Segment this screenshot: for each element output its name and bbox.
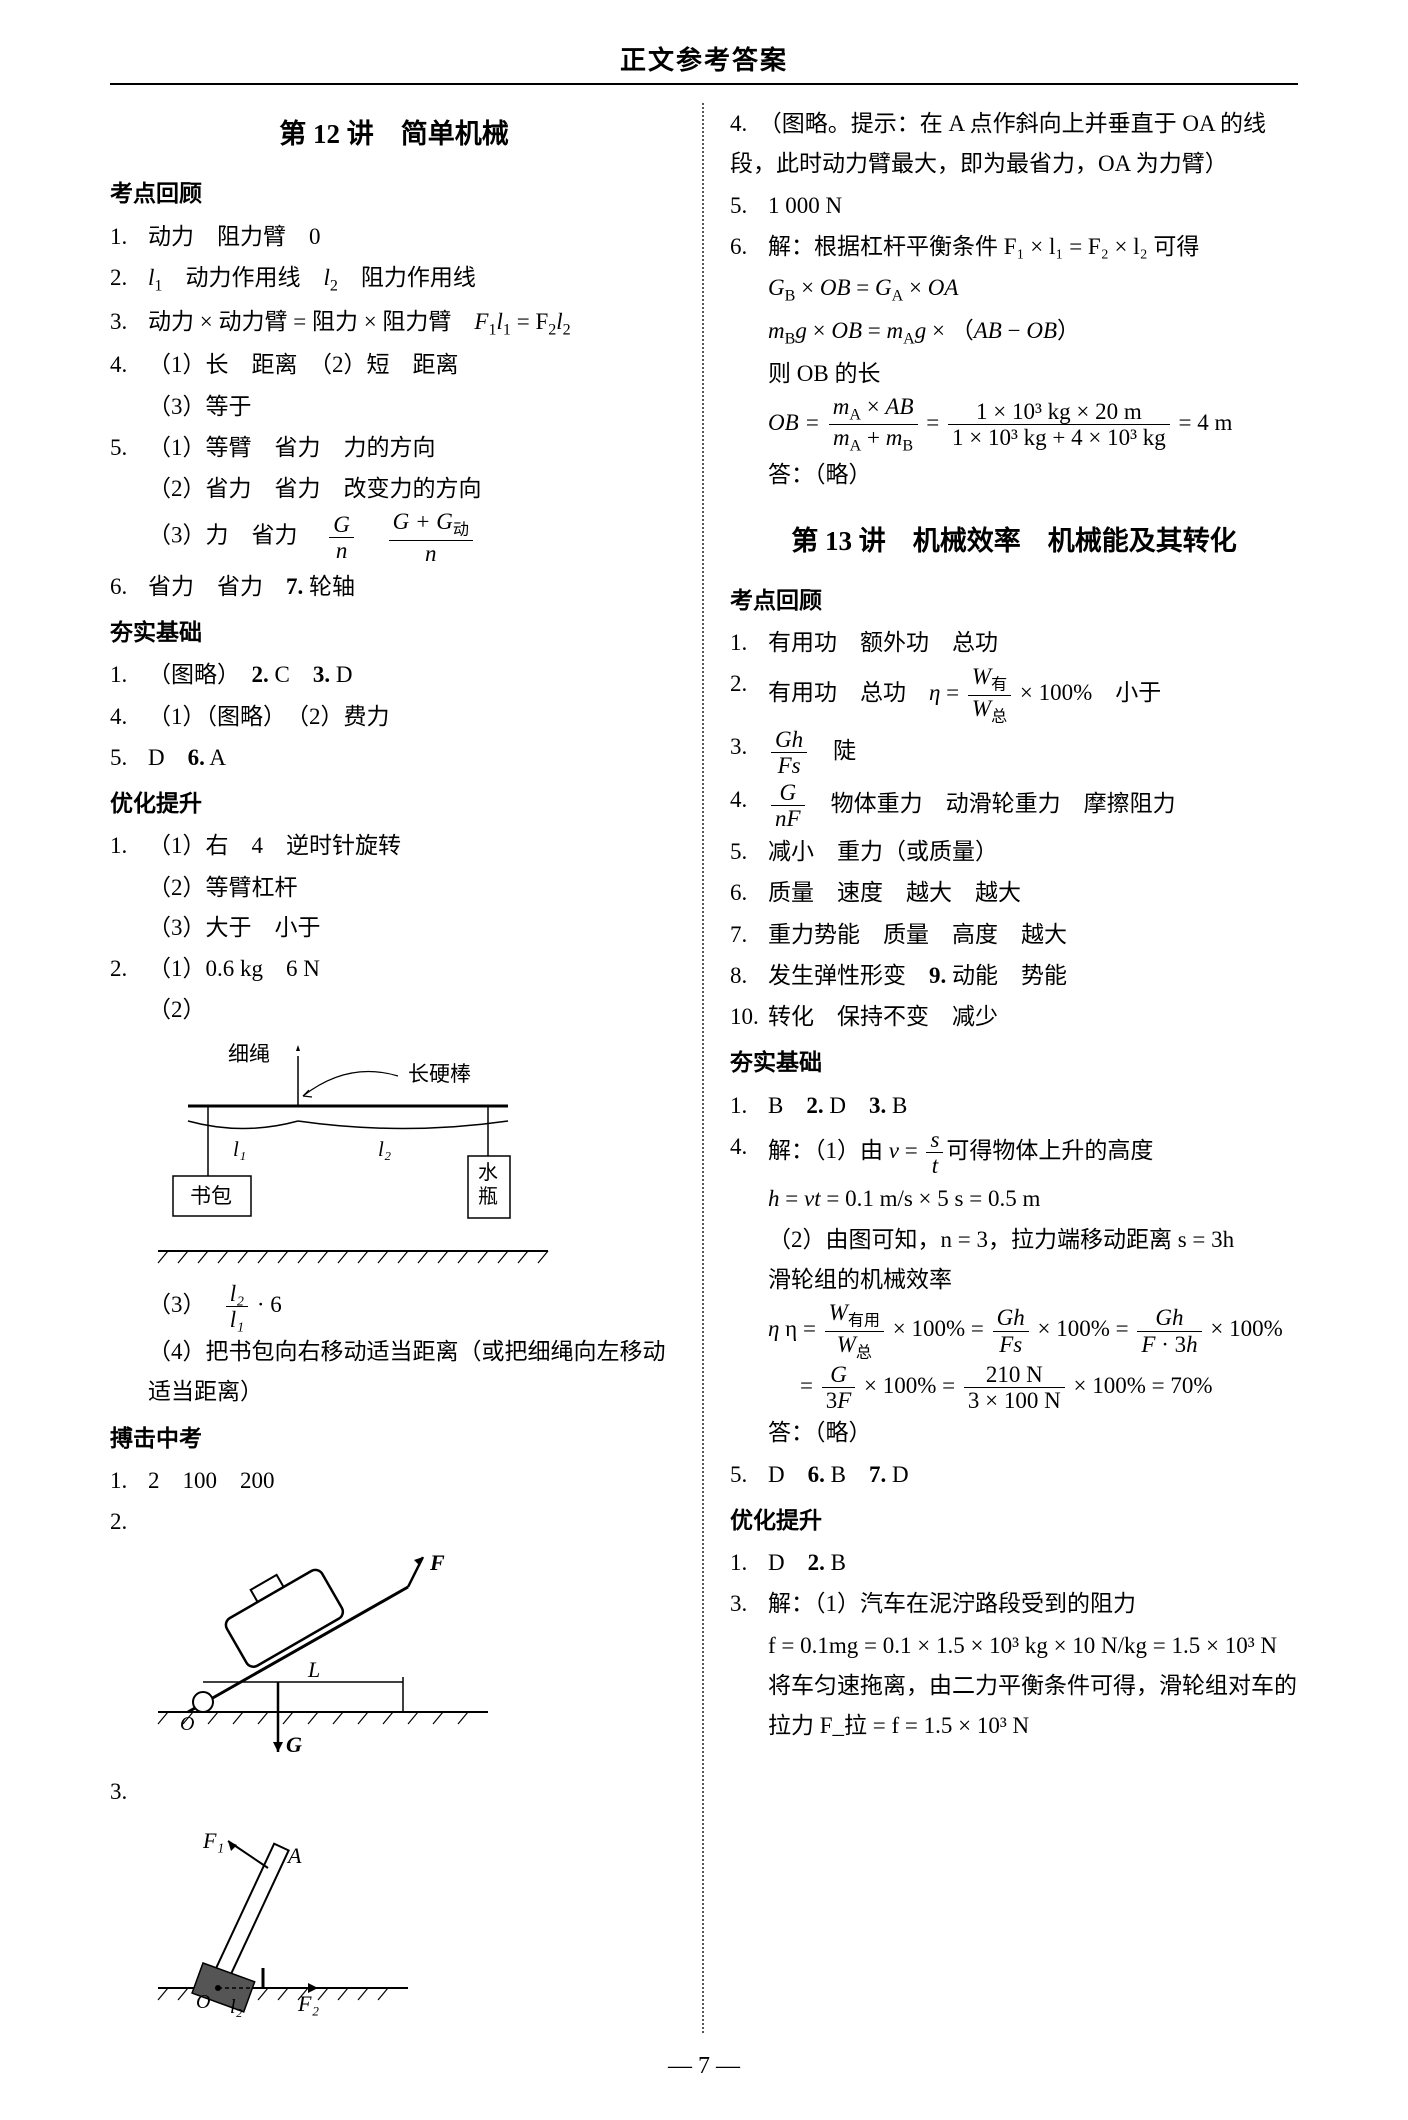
label-L: L bbox=[307, 1657, 320, 1682]
b-row4: 4.（1）（图略） （2）费力 bbox=[110, 697, 678, 737]
sec-hangshi: 夯实基础 bbox=[110, 613, 678, 653]
row-6-7: 6.省力 省力 7. 轮轴 bbox=[110, 567, 678, 607]
b-row5: 5.D 6. A bbox=[110, 738, 678, 778]
header-rule bbox=[110, 83, 1298, 85]
o-row2a: 2.（1）0.6 kg 6 N bbox=[110, 949, 678, 989]
row-5b: （2）省力 省力 改变力的方向 bbox=[110, 469, 678, 509]
label-F: F bbox=[429, 1552, 445, 1575]
label-bag: 书包 bbox=[190, 1184, 232, 1208]
label-l1: l₁ bbox=[233, 1137, 246, 1161]
o-row1c: （3）大于 小于 bbox=[110, 908, 678, 948]
o-row2b: （2） bbox=[110, 990, 678, 1030]
figure-2: L F G O bbox=[148, 1552, 678, 1762]
label-bottle-2: 瓶 bbox=[478, 1185, 498, 1208]
r-sec-hangshi: 夯实基础 bbox=[730, 1043, 1298, 1083]
label-l2-3: l₂ bbox=[230, 1996, 243, 2018]
o-row2d: （4）把书包向右移动适当距离（或把细绳向左移动适当距离） bbox=[110, 1332, 678, 1413]
chapter-12-title: 第 12 讲 简单机械 bbox=[110, 111, 678, 158]
t-row3: 3. bbox=[110, 1772, 678, 1812]
sec-youhua: 优化提升 bbox=[110, 784, 678, 824]
k1: 1.有用功 额外功 总功 bbox=[730, 623, 1298, 663]
t-row2: 2. bbox=[110, 1502, 678, 1542]
r6a: 6.解：根据杠杆平衡条件 F₁ × l₁ = F₂ × l₂ 可得 bbox=[730, 227, 1298, 267]
h4d: （2）由图可知，n = 3，拉力端移动距离 s = 3h bbox=[730, 1220, 1298, 1260]
label-A: A bbox=[286, 1843, 302, 1868]
figure-3: F₁ A O l₂ F₂ bbox=[148, 1823, 678, 2023]
r6f: 答：（略） bbox=[730, 455, 1298, 495]
page-header: 正文参考答案 bbox=[110, 40, 1298, 83]
k4: 4.GnF 物体重力 动滑轮重力 摩擦阻力 bbox=[730, 780, 1298, 832]
h4g: = G3F × 100% = 210 N3 × 100 N × 100% = 7… bbox=[730, 1362, 1298, 1414]
r4: 4. （图略。提示：在 A 点作斜向上并垂直于 OA 的线段，此时动力臂最大，即… bbox=[730, 104, 1298, 185]
two-column-layout: 第 12 讲 简单机械 考点回顾 1.动力 阻力臂 0 2.l1 动力作用线 l… bbox=[110, 103, 1298, 2033]
left-column: 第 12 讲 简单机械 考点回顾 1.动力 阻力臂 0 2.l1 动力作用线 l… bbox=[110, 103, 698, 2033]
y12: 1.D 2. B bbox=[730, 1543, 1298, 1583]
row-2: 2.l1 动力作用线 l2 阻力作用线 bbox=[110, 258, 678, 301]
label-O3: O bbox=[196, 1991, 210, 2013]
k7: 7.重力势能 质量 高度 越大 bbox=[730, 915, 1298, 955]
h4c: h = vt = 0.1 m/s × 5 s = 0.5 m bbox=[730, 1179, 1298, 1219]
k6: 6.质量 速度 越大 越大 bbox=[730, 873, 1298, 913]
lever-diagram: 细绳 长硬棒 l₁ l₂ 书包 bbox=[148, 1041, 678, 1271]
y3c: 将车匀速拖离，由二力平衡条件可得，滑轮组对车的拉力 F_拉 = f = 1.5 … bbox=[730, 1666, 1298, 1747]
k3: 3.GhFs 陡 bbox=[730, 727, 1298, 779]
h4f: η η = W有用W总 × 100% = GhFs × 100% = GhF ·… bbox=[730, 1300, 1298, 1362]
sec-boji: 搏击中考 bbox=[110, 1419, 678, 1459]
label-G: G bbox=[286, 1732, 302, 1757]
chapter-13-title: 第 13 讲 机械效率 机械能及其转化 bbox=[730, 518, 1298, 565]
h4a: 4.解：（1）由 v = st可得物体上升的高度 bbox=[730, 1127, 1298, 1179]
o-row1a: 1.（1）右 4 逆时针旋转 bbox=[110, 826, 678, 866]
row-4b: （3）等于 bbox=[110, 387, 678, 427]
r6c: mBg × OB = mAg × （AB − OB） bbox=[730, 311, 1298, 354]
label-rod: 长硬棒 bbox=[408, 1062, 471, 1086]
y3b: f = 0.1mg = 0.1 × 1.5 × 10³ kg × 10 N/kg… bbox=[730, 1626, 1298, 1666]
k10: 10.转化 保持不变 减少 bbox=[730, 997, 1298, 1037]
b-row1: 1.（图略） 2. C 3. D bbox=[110, 655, 678, 695]
r6b: GB × OB = GA × OA bbox=[730, 268, 1298, 311]
column-divider bbox=[702, 103, 704, 2033]
o-row1b: （2）等臂杠杆 bbox=[110, 868, 678, 908]
h4h: 答：（略） bbox=[730, 1413, 1298, 1453]
h1: 1.B 2. D 3. B bbox=[730, 1086, 1298, 1126]
row-5c: （3）力 省力 Gn G + G动n bbox=[110, 509, 678, 566]
row-3: 3.动力 × 动力臂 = 阻力 × 阻力臂 F1l1 = F2l2 bbox=[110, 302, 678, 345]
h567: 5.D 6. B 7. D bbox=[730, 1455, 1298, 1495]
r-sec-kaodian: 考点回顾 bbox=[730, 581, 1298, 621]
r5: 5.1 000 N bbox=[730, 186, 1298, 226]
row-5a: 5.（1）等臂 省力 力的方向 bbox=[110, 428, 678, 468]
label-F2: F₂ bbox=[297, 1991, 319, 2016]
y3a: 3.解：（1）汽车在泥泞路段受到的阻力 bbox=[730, 1584, 1298, 1624]
h4e: 滑轮组的机械效率 bbox=[730, 1260, 1298, 1300]
r6d: 则 OB 的长 bbox=[730, 354, 1298, 394]
row-1: 1.动力 阻力臂 0 bbox=[110, 217, 678, 257]
o-row2c: （3） l₂l₁ · 6 bbox=[110, 1281, 678, 1333]
r-sec-youhua: 优化提升 bbox=[730, 1501, 1298, 1541]
label-rope: 细绳 bbox=[228, 1042, 270, 1066]
label-bottle-1: 水 bbox=[478, 1161, 498, 1184]
right-column: 4. （图略。提示：在 A 点作斜向上并垂直于 OA 的线段，此时动力臂最大，即… bbox=[708, 103, 1298, 2033]
label-F1: F₁ bbox=[202, 1828, 224, 1853]
label-l2: l₂ bbox=[378, 1137, 391, 1161]
k2: 2.有用功 总功 η = W有W总 × 100% 小于 bbox=[730, 664, 1298, 726]
t-row1: 1.2 100 200 bbox=[110, 1461, 678, 1501]
sec-kaodian: 考点回顾 bbox=[110, 174, 678, 214]
page: 正文参考答案 第 12 讲 简单机械 考点回顾 1.动力 阻力臂 0 2.l1 … bbox=[0, 0, 1408, 2120]
page-number: — 7 — bbox=[110, 2053, 1298, 2080]
row-4a: 4.（1）长 距离 （2）短 距离 bbox=[110, 345, 678, 385]
k5: 5.减小 重力（或质量） bbox=[730, 832, 1298, 872]
r6e: OB = mA × ABmA + mB = 1 × 10³ kg × 20 m1… bbox=[730, 394, 1298, 456]
label-O: O bbox=[180, 1713, 194, 1735]
k8: 8.发生弹性形变 9. 动能 势能 bbox=[730, 956, 1298, 996]
